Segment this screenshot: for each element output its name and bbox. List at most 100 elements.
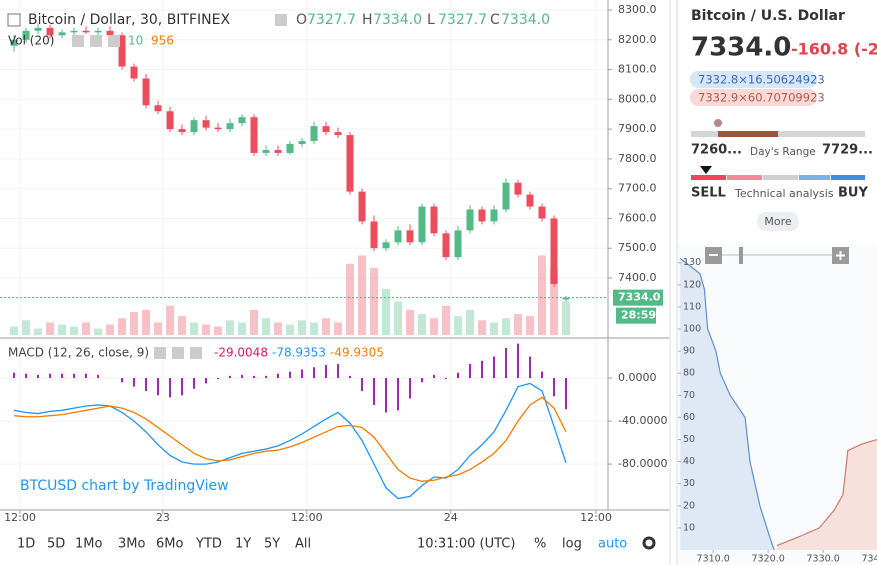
zoom-in-icon[interactable]	[836, 251, 845, 260]
macd-histogram-bar	[97, 374, 100, 379]
depth-y-tick-label: 40	[683, 456, 695, 467]
bid: 7332.8×16.50624923	[698, 73, 825, 87]
y-tick-label: 7800.0	[618, 152, 657, 165]
depth-line	[776, 438, 877, 547]
depth-y-tick-label: 120	[683, 279, 701, 290]
candle-body	[118, 35, 126, 67]
toolbar: 1D 5D 1Mo 3Mo 6Mo YTD 1Y 5Y All% log auto	[17, 537, 627, 552]
macd-histogram-bar	[229, 375, 232, 379]
panel-title: Bitcoin / U.S. Dollar	[691, 8, 845, 24]
candle-body	[562, 297, 570, 300]
volume-bar	[10, 326, 19, 335]
candle-body	[298, 141, 306, 145]
volume-bar	[334, 322, 343, 335]
candle-body	[322, 126, 330, 133]
volume-bar	[226, 320, 235, 335]
volume-bar	[190, 322, 199, 335]
range-button[interactable]: 3Mo	[118, 537, 145, 552]
volume-bar	[34, 328, 43, 335]
range-button[interactable]: YTD	[195, 537, 222, 552]
symbol-icon[interactable]	[7, 13, 21, 27]
macd-icon[interactable]	[190, 347, 202, 359]
sell-label: SELL	[691, 186, 726, 201]
volume-bar	[154, 322, 163, 335]
depth-x-tick-label: 7340.0	[861, 554, 877, 565]
y-tick-label: -80.0000	[618, 457, 667, 470]
candle-body	[166, 111, 174, 130]
settings-icon[interactable]	[275, 14, 287, 26]
volume-icon[interactable]	[72, 35, 84, 47]
volume-bar	[550, 268, 559, 335]
depth-y-tick-label: 20	[683, 500, 695, 511]
candle-body	[490, 209, 498, 222]
candle-body	[550, 218, 558, 284]
technical-label[interactable]: Technical analysis	[734, 187, 834, 200]
volume-bar	[202, 324, 211, 335]
macd-histogram-bar	[25, 373, 28, 379]
candle-body	[22, 30, 30, 40]
x-tick-label: 23	[156, 511, 170, 524]
candle-body	[502, 182, 510, 210]
macd-histogram-bar	[517, 343, 520, 379]
macd-histogram-bar	[277, 373, 280, 379]
more-label[interactable]: More	[764, 215, 792, 228]
zoom-handle[interactable]	[739, 247, 743, 264]
macd-histogram-bar	[73, 373, 76, 379]
scale-option[interactable]: log	[562, 537, 582, 552]
y-tick-label: 7900.0	[618, 122, 657, 135]
candle-body	[58, 32, 66, 36]
y-tick-label: 7400.0	[618, 271, 657, 284]
volume-bar	[286, 324, 295, 335]
macd-histogram-bar	[553, 378, 556, 397]
volume-bar	[322, 318, 331, 335]
rating-buy	[799, 175, 830, 180]
macd-histogram-bar	[13, 372, 16, 379]
macd-histogram-bar	[265, 375, 268, 379]
volume-bar	[70, 326, 79, 335]
range-button[interactable]: All	[295, 537, 311, 552]
range-button[interactable]: 6Mo	[156, 537, 183, 552]
macd-icon[interactable]	[154, 347, 166, 359]
macd-histogram-bar	[433, 374, 436, 379]
volume-bar	[310, 322, 319, 335]
candle-body	[334, 132, 342, 136]
candle-body	[418, 206, 426, 243]
watermark[interactable]: BTCUSD chart by TradingView	[20, 478, 229, 494]
macd-histogram-bar	[205, 378, 208, 384]
depth-y-tick-label: 90	[683, 346, 695, 357]
volume-icon[interactable]	[108, 35, 120, 47]
rating-neutral	[763, 175, 798, 180]
ask: 7332.9×60.70709923	[698, 91, 825, 105]
panel-price: 7334.0	[691, 33, 791, 63]
depth-y-tick-label: 130	[683, 257, 701, 268]
volume-bar	[22, 320, 31, 335]
candle-body	[46, 27, 54, 36]
more-button[interactable]	[757, 212, 799, 231]
range-button[interactable]: 5D	[47, 537, 65, 552]
main-chart: 12:00 23 12:00 24 12:00 7400.0 7500.0 7600.0 770…	[0, 0, 667, 524]
macd-icon[interactable]	[172, 347, 184, 359]
range-low: 7260...	[691, 143, 742, 158]
range-button[interactable]: 1D	[17, 537, 35, 552]
ohlc-value: 7327.7	[307, 12, 356, 28]
macd-signal-value: -49.9305	[330, 346, 384, 360]
depth-y-tick-label: 50	[683, 434, 695, 445]
candle-body	[454, 230, 462, 258]
scale-option[interactable]: auto	[598, 537, 627, 552]
candle-body	[154, 105, 162, 112]
volume-icon[interactable]	[90, 35, 102, 47]
macd-histogram-bar	[337, 364, 340, 379]
scale-option[interactable]: %	[534, 537, 546, 552]
panel-change: -160.8 (-2.	[791, 40, 877, 59]
depth-area-fill	[776, 439, 877, 550]
range-button[interactable]: 1Y	[235, 537, 251, 552]
buy-label: BUY	[838, 186, 868, 201]
depth-x-tick-label: 7330.0	[807, 554, 840, 565]
macd-histogram-bar	[253, 375, 256, 379]
range-button[interactable]: 5Y	[264, 537, 280, 552]
volume-bar	[94, 328, 103, 335]
candle-body	[286, 144, 294, 153]
volume-bar	[466, 309, 475, 335]
range-button[interactable]: 1Mo	[75, 537, 102, 552]
settings-button[interactable]	[642, 536, 656, 550]
